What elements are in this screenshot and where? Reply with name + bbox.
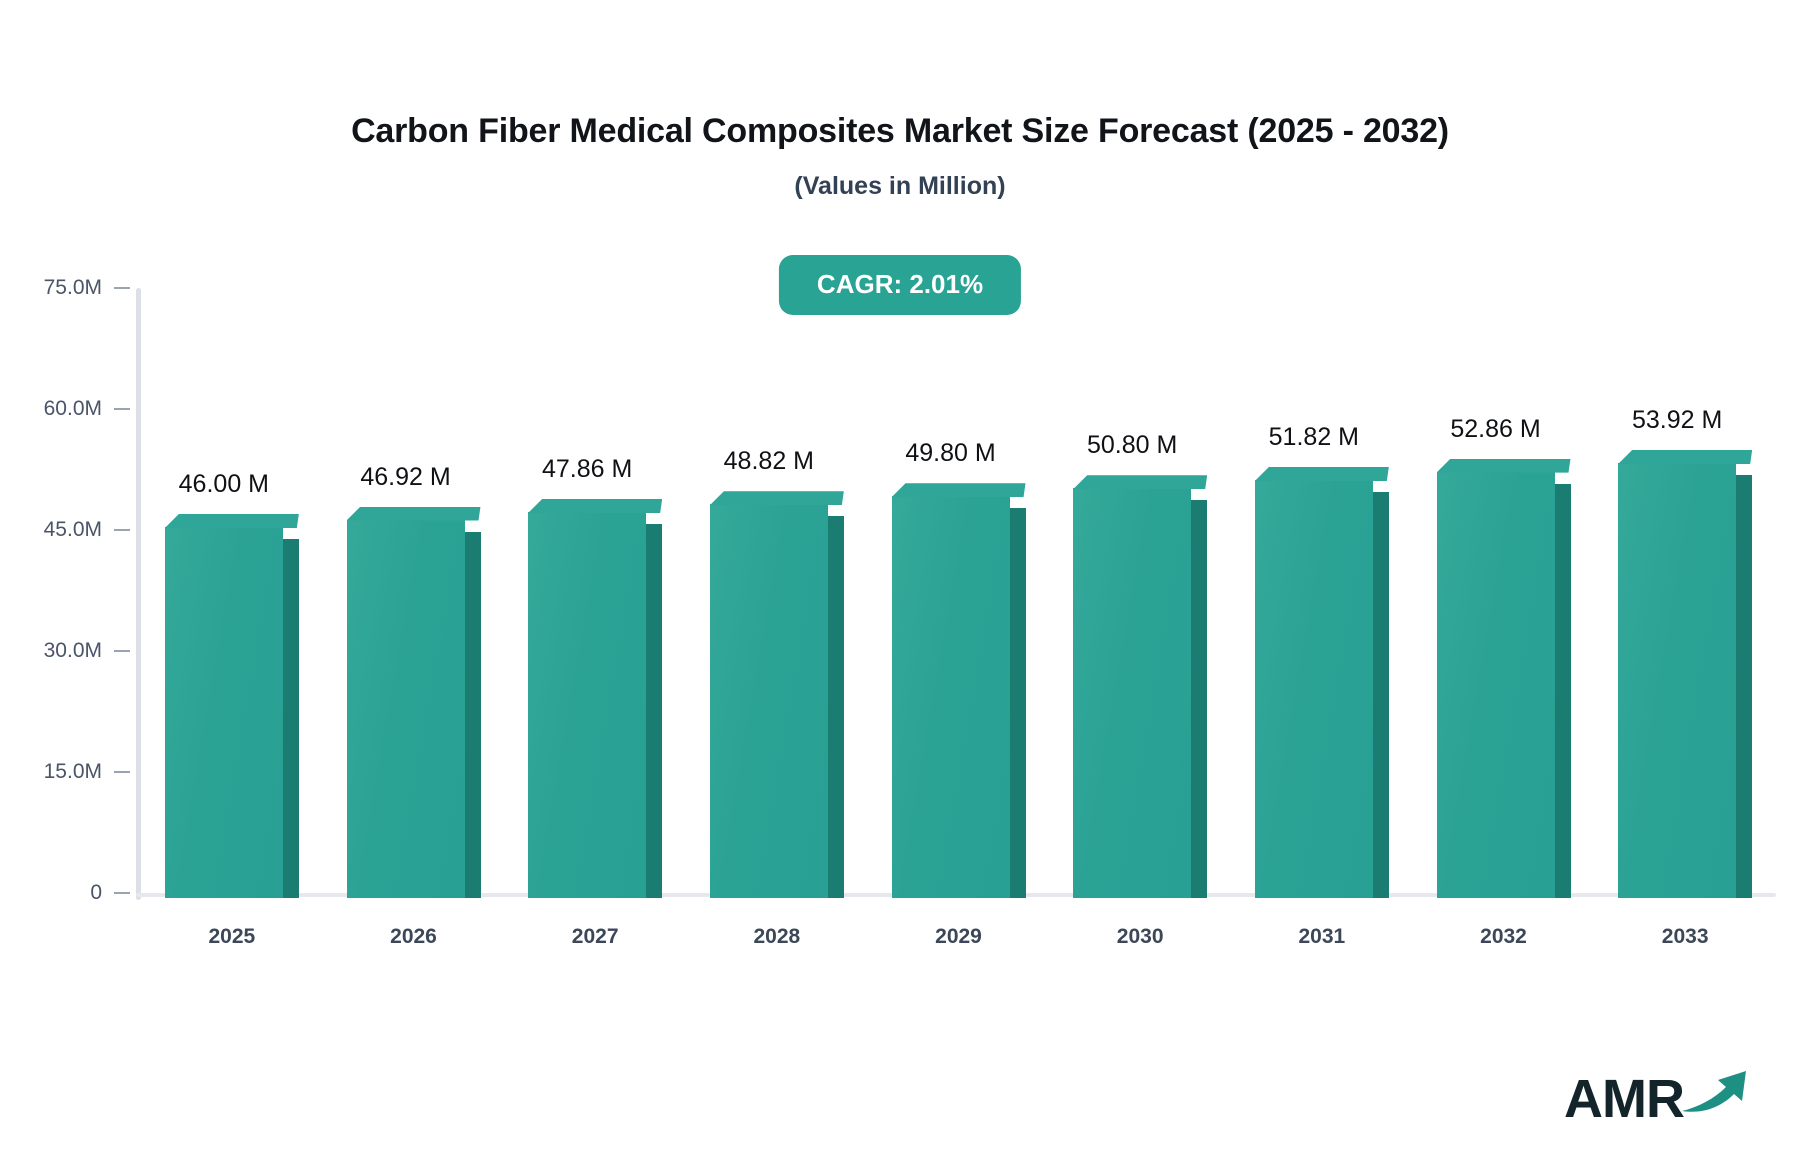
- bar-2033[interactable]: 53.92 M: [1618, 406, 1753, 898]
- y-axis-tick-label: 75.0M: [0, 276, 130, 300]
- bar-side-face: [1191, 500, 1208, 898]
- bar-front-face: [891, 496, 1010, 898]
- y-axis-tick-mark: [114, 771, 130, 774]
- bar-top-face: [1437, 459, 1571, 473]
- y-axis-tick-label: 0: [0, 881, 130, 905]
- bar-side-face: [1554, 483, 1571, 898]
- bar-2031[interactable]: 51.82 M: [1254, 423, 1389, 898]
- bar-top-face: [165, 514, 299, 528]
- x-axis-tick-label-2030: 2030: [1116, 925, 1164, 948]
- bar-2026[interactable]: 46.92 M: [346, 463, 481, 898]
- bar-value-label: 50.80 M: [1086, 431, 1178, 460]
- y-axis-tick-mark: [114, 650, 130, 653]
- bar-series: 46.00 M 46.92 M 47.86 M 48.82 M 49.80 M 50.80…: [141, 288, 1776, 898]
- bar-2032[interactable]: 52.86 M: [1436, 415, 1571, 898]
- x-axis-tick-label-2029: 2029: [935, 925, 982, 948]
- x-axis-tick-label-2033: 2033: [1661, 925, 1709, 948]
- y-axis-tick-mark: [114, 287, 130, 290]
- y-axis-tick-mark: [114, 408, 130, 411]
- x-axis-tick-label-2032: 2032: [1480, 925, 1527, 948]
- y-axis-tick-label: 15.0M: [0, 760, 130, 784]
- bar-value-label: 47.86 M: [541, 454, 633, 483]
- y-axis-tick-mark: [114, 892, 130, 895]
- bar-2028[interactable]: 48.82 M: [709, 447, 844, 898]
- bar-front-face: [528, 511, 647, 898]
- bar-top-face: [1073, 475, 1207, 489]
- bar-value-label: 46.00 M: [178, 469, 269, 498]
- bar-value-label: 52.86 M: [1450, 414, 1541, 443]
- bar-value-label: 53.92 M: [1631, 406, 1723, 435]
- bar-front-face: [164, 526, 283, 898]
- bar-value-label: 49.80 M: [905, 439, 996, 468]
- page-subtitle: (Values in Million): [794, 172, 1006, 200]
- x-axis-tick-label-2031: 2031: [1298, 925, 1346, 948]
- bar-front-face: [1436, 471, 1555, 898]
- x-axis-tick-label-2026: 2026: [390, 925, 437, 948]
- x-axis-tick-label-2028: 2028: [753, 925, 801, 948]
- cagr-badge: CAGR: 2.01%: [778, 255, 1022, 315]
- bar-2025[interactable]: 46.00 M: [164, 470, 299, 898]
- y-axis-tick-label: 45.0M: [0, 518, 130, 542]
- bar-front-face: [1618, 463, 1737, 898]
- bar-value-label: 46.92 M: [360, 462, 451, 491]
- bar-top-face: [528, 499, 662, 513]
- amr-logo: AMR: [1564, 1061, 1752, 1126]
- bar-value-label: 51.82 M: [1268, 423, 1359, 451]
- bar-side-face: [1009, 508, 1026, 898]
- bar-top-face: [710, 491, 844, 505]
- y-axis-tick-mark: [114, 529, 130, 532]
- bar-front-face: [346, 519, 465, 898]
- bar-2027[interactable]: 47.86 M: [528, 455, 663, 898]
- bar-top-face: [1255, 467, 1389, 481]
- bar-side-face: [282, 538, 299, 898]
- bar-side-face: [646, 523, 663, 898]
- x-axis-tick-label-2027: 2027: [571, 925, 619, 948]
- bar-2029[interactable]: 49.80 M: [891, 439, 1026, 898]
- growth-arrow-icon: [1680, 1061, 1752, 1122]
- bar-top-face: [347, 507, 481, 521]
- page-title: Carbon Fiber Medical Composites Market S…: [351, 112, 1449, 150]
- bar-side-face: [1736, 475, 1753, 898]
- bar-top-face: [1618, 450, 1752, 464]
- y-axis-tick-label: 30.0M: [0, 639, 130, 663]
- bar-side-face: [464, 531, 481, 898]
- bar-top-face: [892, 483, 1026, 497]
- y-axis-tick-label: 60.0M: [0, 397, 130, 421]
- bar-front-face: [1254, 480, 1373, 898]
- bar-side-face: [827, 516, 844, 898]
- bar-front-face: [709, 504, 828, 898]
- bar-side-face: [1372, 492, 1389, 898]
- y-axis-line: [136, 288, 141, 900]
- x-axis-tick-label-2025: 2025: [208, 925, 256, 948]
- bar-front-face: [1073, 488, 1192, 898]
- logo-text: AMR: [1564, 1069, 1685, 1129]
- bar-value-label: 48.82 M: [723, 447, 814, 476]
- bar-2030[interactable]: 50.80 M: [1073, 431, 1208, 898]
